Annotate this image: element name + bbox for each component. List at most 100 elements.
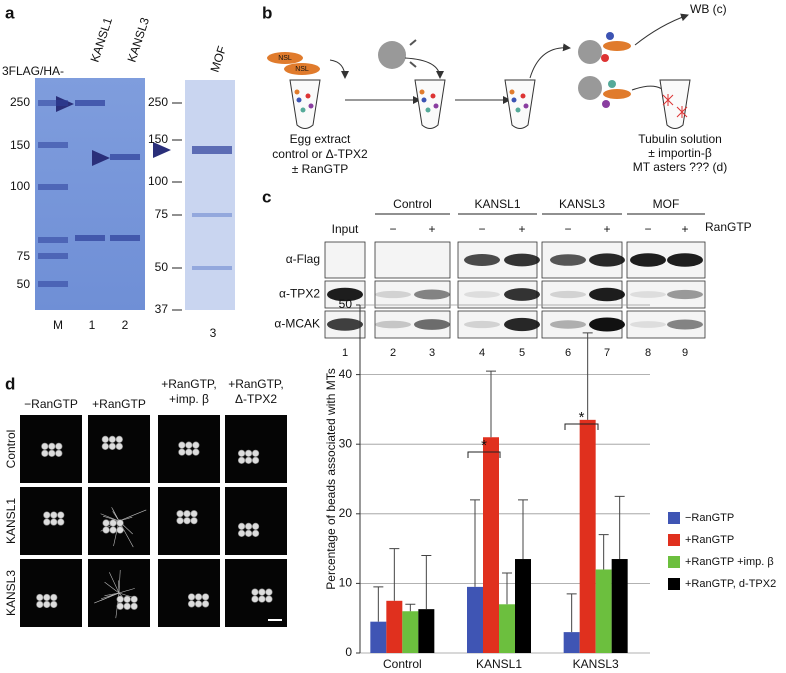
microtubule (103, 515, 120, 522)
lane-number: 6 (565, 347, 571, 359)
legend-label: +RanGTP, d-TPX2 (685, 578, 776, 590)
mw-marker: 150 (148, 132, 168, 146)
microtubule (104, 592, 120, 597)
blot-band (414, 319, 450, 330)
particle (520, 93, 526, 99)
particle (421, 97, 427, 103)
microtubule (109, 572, 120, 594)
bead (265, 595, 273, 603)
tube (414, 79, 446, 129)
legend-label: +RanGTP +imp. β (685, 556, 774, 568)
ran-sign: − (478, 222, 485, 236)
legend-label: −RanGTP (685, 512, 734, 524)
bead (41, 442, 49, 450)
panel-label: a (5, 3, 15, 22)
microtubule (118, 509, 147, 522)
blot-band (667, 319, 703, 330)
nsl-label: NSL (295, 66, 309, 73)
blot-band (550, 290, 586, 299)
tubulin-label: ± importin-β (648, 146, 712, 160)
legend-swatch (668, 556, 680, 568)
antibody-label: α-Flag (286, 252, 320, 266)
legend-label: +RanGTP (685, 534, 734, 546)
blot-band (630, 253, 666, 267)
bead (244, 456, 253, 464)
mw-marker: 250 (10, 95, 30, 109)
gel-band (192, 213, 232, 217)
bead (130, 602, 138, 610)
row-label: Control (4, 430, 18, 469)
bar (402, 611, 419, 653)
error-bar (470, 499, 480, 587)
bead (190, 517, 198, 525)
significance-bracket (564, 423, 599, 430)
bead (101, 435, 109, 443)
legend-swatch (668, 534, 680, 546)
bead (36, 600, 44, 609)
gel (35, 78, 145, 310)
bead (176, 517, 184, 525)
gel-band (38, 253, 68, 259)
lane-number: 3 (210, 326, 217, 340)
bar (579, 419, 596, 653)
column-header: +RanGTP (92, 397, 146, 411)
blot (374, 241, 451, 279)
blot-band (550, 320, 586, 329)
bead (108, 435, 116, 443)
bead (185, 441, 193, 449)
error-bar (614, 495, 625, 560)
mw-marker: 75 (17, 249, 31, 263)
tubulin-label: MT asters ??? (d) (633, 160, 727, 174)
microtubule (104, 581, 120, 594)
error-bar (582, 332, 593, 420)
bar (515, 559, 531, 653)
bar (370, 621, 387, 653)
input-label: Input (332, 222, 359, 236)
blot-band (667, 253, 703, 267)
extract-label: control or Δ-TPX2 (272, 147, 368, 161)
mw-marker: 150 (10, 138, 30, 152)
mw-marker: 37 (155, 302, 169, 316)
ran-sign: + (681, 222, 688, 236)
gel-band (110, 235, 140, 241)
y-tick-label: 40 (339, 367, 353, 381)
microtubule (118, 569, 121, 594)
bar (467, 586, 483, 653)
tube (504, 79, 536, 129)
gel-band (38, 100, 68, 106)
bead (101, 442, 109, 450)
bead (265, 588, 273, 596)
blot-band (667, 289, 703, 300)
microtubule (111, 507, 120, 522)
bead (116, 519, 124, 527)
row-label: KANSL3 (4, 570, 18, 616)
lane-number: 7 (604, 347, 610, 359)
ran-label: RanGTP (705, 220, 752, 234)
bead (190, 510, 198, 518)
ran-sign: − (564, 222, 571, 236)
bead (201, 600, 210, 608)
gel-band (38, 142, 68, 148)
bead (185, 448, 193, 456)
bead (258, 588, 266, 596)
lane-number: 2 (122, 318, 129, 332)
bead (237, 522, 246, 530)
lane-number: 4 (479, 347, 485, 359)
bead (57, 518, 65, 526)
wb-label: WB (c) (690, 2, 727, 16)
blot-band (589, 317, 625, 332)
bar (611, 559, 628, 653)
particle (425, 107, 431, 113)
bead (244, 529, 253, 537)
significance-bracket (467, 451, 501, 458)
bead (251, 456, 260, 464)
bar (595, 569, 612, 653)
bead (178, 441, 186, 449)
legend-swatch (668, 512, 680, 524)
bead (237, 456, 246, 464)
bead (578, 76, 602, 100)
bead (251, 595, 259, 603)
arrowhead (92, 150, 110, 166)
error-bar (518, 499, 528, 560)
antibody-label: α-TPX2 (279, 287, 320, 301)
